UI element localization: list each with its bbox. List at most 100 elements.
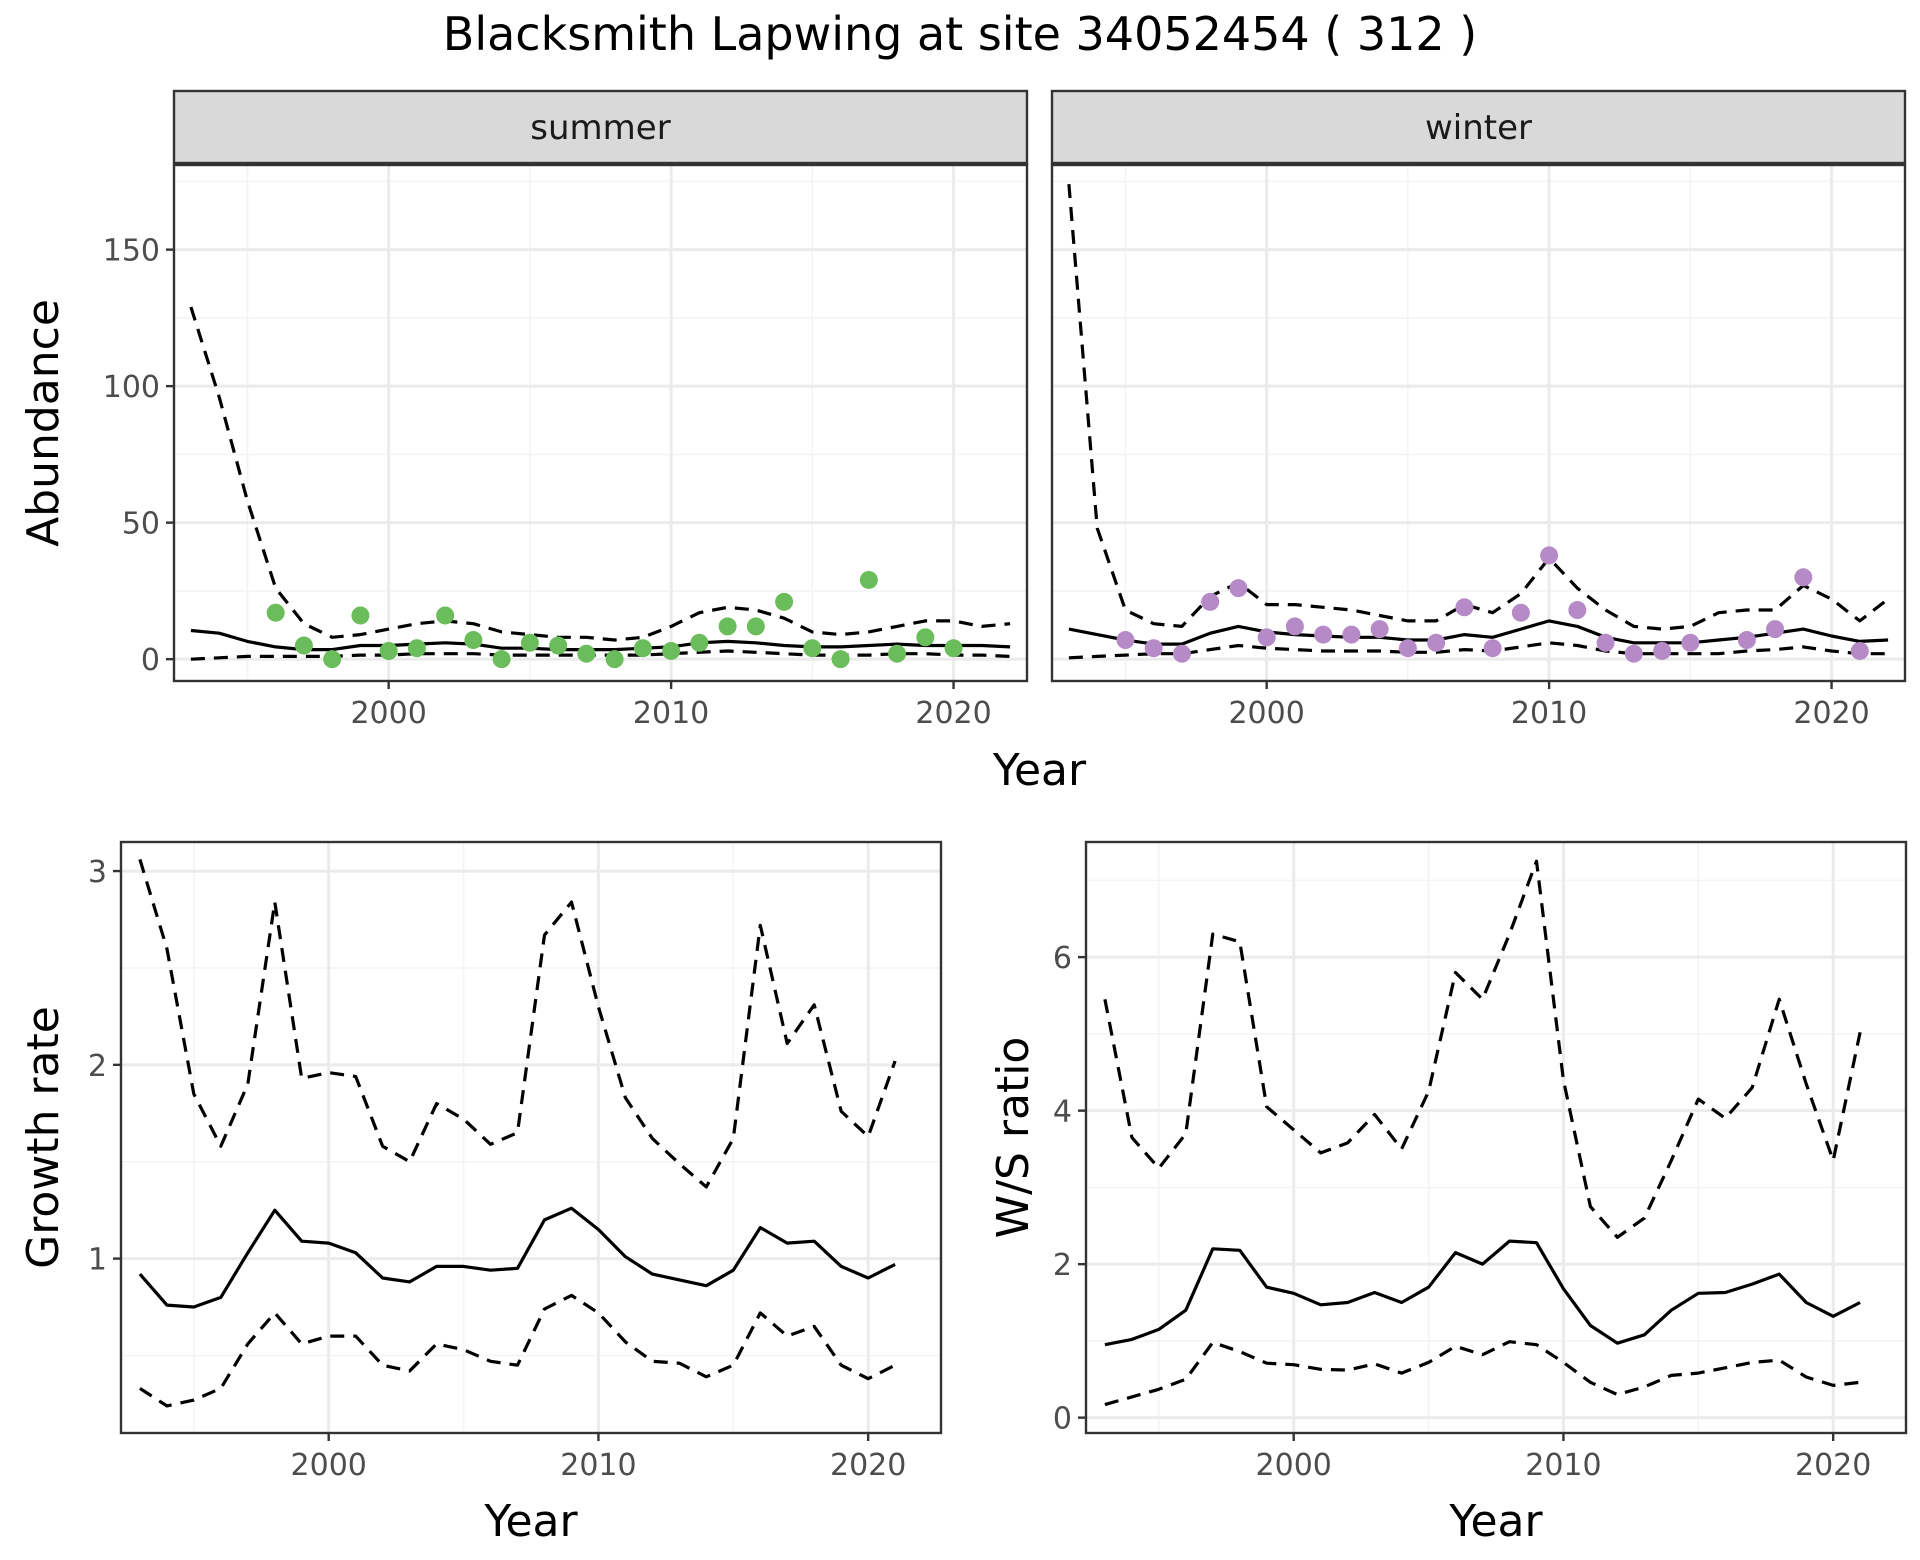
data-point: [549, 636, 568, 655]
y-tick-label: 3: [88, 855, 107, 890]
series-line-mean: [190, 628, 1011, 652]
series-line-mean: [1104, 1239, 1861, 1347]
data-point: [1172, 644, 1191, 663]
data-point: [1201, 592, 1220, 611]
x-tick-label: 2010: [1525, 1448, 1601, 1483]
data-point: [492, 650, 511, 669]
data-point: [1483, 639, 1502, 658]
data-point: [633, 639, 652, 658]
x-tick-label: 2020: [915, 696, 991, 731]
facet-strip-label: summer: [530, 108, 670, 148]
data-point: [379, 641, 398, 660]
data-point: [1455, 598, 1474, 617]
data-point: [1850, 641, 1869, 660]
data-point: [690, 633, 709, 652]
data-point: [1540, 546, 1559, 565]
data-point: [436, 606, 455, 625]
data-point: [1596, 633, 1615, 652]
data-point: [1737, 631, 1756, 650]
facet-strip-label: winter: [1425, 108, 1532, 148]
series-line-mean: [138, 1206, 896, 1309]
x-tick-label: 2020: [1793, 696, 1869, 731]
y-axis-title-abundance: Abundance: [18, 299, 69, 547]
panel-border: [119, 840, 943, 1435]
panel-border: [1050, 163, 1907, 683]
series-line-bound-1: [1103, 859, 1862, 1239]
data-point: [1229, 579, 1248, 598]
data-point: [1624, 644, 1643, 663]
panel-border: [172, 163, 1029, 683]
x-tick-label: 2010: [633, 696, 709, 731]
y-tick-label: 2: [1053, 1248, 1072, 1283]
series-line-bound-1: [189, 306, 1011, 642]
data-point: [888, 644, 907, 663]
x-tick-label: 2000: [350, 696, 426, 731]
data-point: [662, 641, 681, 660]
panel-border: [1084, 840, 1908, 1435]
data-point: [1568, 601, 1587, 620]
data-point: [407, 639, 426, 658]
data-point: [1257, 628, 1276, 647]
data-point: [294, 636, 313, 655]
x-tick-label: 2010: [560, 1448, 636, 1483]
chart-title: Blacksmith Lapwing at site 34052454 ( 31…: [443, 7, 1477, 61]
data-point: [1511, 603, 1530, 622]
y-tick-label: 0: [1053, 1402, 1072, 1437]
y-tick-label: 6: [1053, 941, 1072, 976]
data-point: [916, 628, 935, 647]
data-point: [746, 617, 765, 636]
panel-summer: summer 2000 2010 2020 0 50 100 150: [103, 89, 1029, 731]
data-point: [1681, 633, 1700, 652]
data-point: [944, 639, 963, 658]
y-tick-label: 0: [141, 643, 160, 678]
y-tick-label: 4: [1053, 1095, 1072, 1130]
data-point: [323, 650, 342, 669]
x-axis-title-growth: Year: [483, 1496, 578, 1547]
panel-winter: winter 2000 2010 2020: [1050, 89, 1907, 731]
data-point: [605, 650, 624, 669]
data-point: [1314, 625, 1333, 644]
y-tick-label: 50: [122, 507, 160, 542]
x-tick-label: 2020: [1795, 1448, 1871, 1483]
y-tick-label: 1: [88, 1243, 107, 1278]
data-point: [775, 592, 794, 611]
data-point: [464, 631, 483, 650]
y-tick-label: 150: [103, 234, 160, 269]
data-point: [1285, 617, 1304, 636]
series-line-bound-2: [1104, 1340, 1861, 1407]
y-axis-title-ratio: W/S ratio: [988, 1037, 1039, 1239]
x-tick-label: 2020: [830, 1448, 906, 1483]
data-point: [831, 650, 850, 669]
data-point: [266, 603, 285, 622]
panel-ratio: 2000 2010 2020 0 2 4 6: [1053, 840, 1908, 1483]
data-point: [859, 570, 878, 589]
data-point: [577, 644, 596, 663]
data-point: [1653, 641, 1672, 660]
axis-titles: Year Abundance Year Growth rate Year W/S rati…: [18, 299, 1543, 1547]
data-point: [1116, 631, 1135, 650]
x-tick-label: 2010: [1511, 696, 1587, 731]
data-point: [1144, 639, 1163, 658]
data-point: [1794, 568, 1813, 587]
y-axis-title-growth: Growth rate: [18, 1006, 69, 1269]
data-point: [520, 633, 539, 652]
data-point: [718, 617, 737, 636]
data-point: [1427, 633, 1446, 652]
y-tick-label: 2: [88, 1049, 107, 1084]
series-line-bound-2: [139, 1293, 896, 1408]
series-line-bound-1: [1067, 183, 1890, 631]
y-tick-label: 100: [103, 370, 160, 405]
facet-strip: [172, 89, 1029, 165]
data-point: [1370, 620, 1389, 639]
data-point: [351, 606, 370, 625]
facet-strip: [1050, 89, 1907, 165]
data-point: [803, 639, 822, 658]
x-axis-title-ratio: Year: [1448, 1496, 1543, 1547]
x-tick-label: 2000: [1228, 696, 1304, 731]
data-point: [1342, 625, 1361, 644]
data-point: [1766, 620, 1785, 639]
x-tick-label: 2000: [1256, 1448, 1332, 1483]
